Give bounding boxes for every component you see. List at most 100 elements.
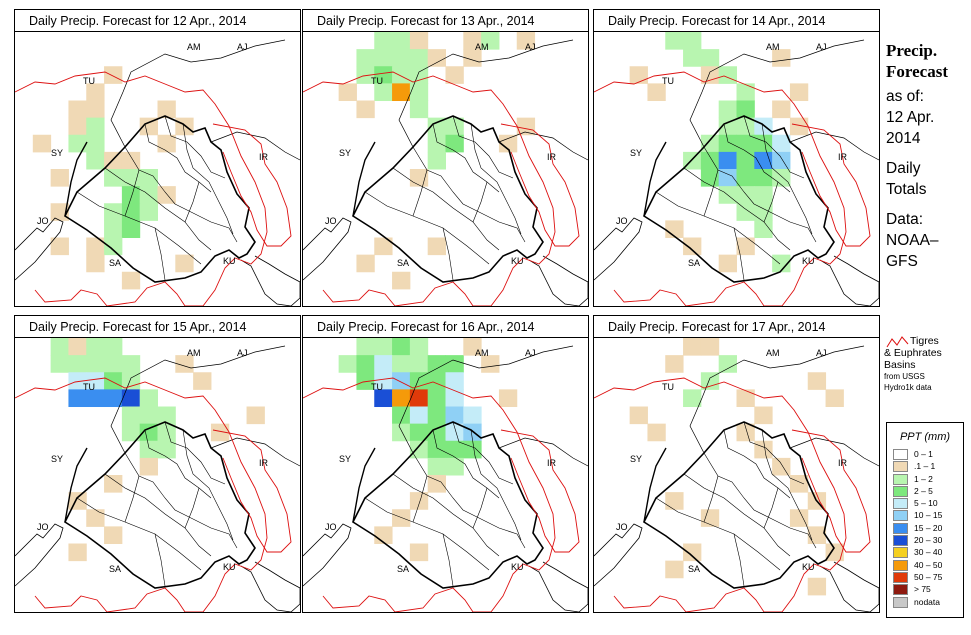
precip-cell (246, 406, 265, 425)
precip-cell (445, 117, 464, 136)
precip-cell (356, 372, 375, 390)
country-border (352, 447, 376, 523)
precip-cell (427, 49, 446, 67)
iraq-border (63, 115, 256, 283)
country-label: AJ (525, 348, 536, 358)
map-panel-day5[interactable]: Daily Precip. Forecast for 16 Apr., 2014… (302, 315, 589, 613)
precip-cell (736, 83, 755, 102)
map-panel-day2[interactable]: Daily Precip. Forecast for 13 Apr., 2014… (302, 9, 589, 307)
precip-cell (736, 389, 755, 408)
ppt-legend-item: 30 – 40 (887, 547, 963, 559)
precip-cell (683, 543, 702, 562)
precip-cell (665, 355, 684, 373)
precip-cell (409, 492, 429, 510)
precip-cell (157, 186, 176, 204)
basin-legend-line4: from USGS (884, 372, 925, 381)
precip-cell (736, 117, 755, 136)
precip-cell (139, 406, 158, 425)
precip-cell (427, 372, 446, 390)
province-boundary (124, 146, 238, 243)
country-border (689, 39, 865, 148)
precip-cell (392, 83, 411, 102)
country-label: SY (51, 454, 63, 464)
basin-outline (791, 123, 871, 247)
map-panel-day6[interactable]: Daily Precip. Forecast for 17 Apr., 2014… (593, 315, 880, 613)
precip-cell (104, 355, 123, 373)
precip-map[interactable]: AM AJ TU SY IR JO SA KU (15, 32, 300, 306)
basin-outline (500, 429, 580, 553)
precip-cell (409, 66, 429, 84)
country-border (110, 345, 286, 454)
precip-map[interactable]: AM AJ TU SY IR JO SA KU (594, 338, 879, 612)
precip-cell (807, 577, 827, 596)
precip-cell (789, 117, 809, 136)
province-boundary (763, 181, 779, 223)
country-label: SY (339, 148, 351, 158)
precip-map[interactable]: AM AJ TU SY IR JO SA KU (303, 32, 588, 306)
precip-cell (463, 32, 482, 50)
precip-cell (356, 49, 375, 67)
country-border (789, 437, 879, 467)
province-boundary (703, 452, 817, 549)
precip-cell (700, 169, 720, 187)
precip-cell (68, 134, 87, 153)
precip-cell (68, 543, 87, 562)
province-boundary (104, 167, 212, 251)
country-label: AM (766, 42, 780, 52)
precip-cell (50, 355, 69, 373)
precip-cell (121, 372, 141, 390)
precip-cell (463, 406, 482, 425)
map-panel-day3[interactable]: Daily Precip. Forecast for 14 Apr., 2014… (593, 9, 880, 307)
country-label: TU (83, 76, 95, 86)
map-panel-day1[interactable]: Daily Precip. Forecast for 12 Apr., 2014… (14, 9, 301, 307)
ppt-legend-item: > 75 (887, 584, 963, 596)
precip-cell (139, 389, 158, 408)
precip-cell (139, 169, 158, 187)
precip-cell (445, 134, 464, 153)
map-panel-day4[interactable]: Daily Precip. Forecast for 15 Apr., 2014… (14, 315, 301, 613)
precip-cell (157, 134, 176, 153)
precip-cell (683, 237, 702, 256)
ppt-swatch (893, 547, 908, 559)
country-border (498, 131, 588, 161)
precip-cell (86, 389, 105, 408)
precip-map[interactable]: AM AJ TU SY IR JO SA KU (594, 32, 879, 306)
ppt-swatch (893, 473, 908, 485)
precip-cell (772, 49, 791, 67)
precip-map[interactable]: AM AJ TU SY IR JO SA KU (303, 338, 588, 612)
precip-cell (754, 220, 773, 239)
country-label: AJ (816, 348, 827, 358)
precip-cell (629, 66, 648, 84)
precip-map[interactable]: AM AJ TU SY IR JO SA KU (15, 338, 300, 612)
precip-cell (700, 372, 720, 390)
precip-cell (32, 134, 52, 153)
precip-cell (427, 457, 446, 476)
precip-cell (139, 440, 158, 459)
province-boundary (452, 421, 514, 485)
basin-outline (212, 123, 292, 247)
precip-cell (736, 151, 755, 170)
country-label: TU (662, 76, 674, 86)
precip-cell (68, 372, 87, 390)
precip-cell (104, 169, 123, 187)
province-boundary (412, 146, 526, 243)
country-label: SA (397, 564, 409, 574)
ppt-label: 30 – 40 (914, 547, 943, 558)
precip-cell (683, 389, 702, 408)
precip-cell (338, 83, 357, 102)
province-boundary (470, 429, 522, 541)
precip-cell (665, 560, 684, 579)
basin-legend-line2: & Euphrates (884, 347, 942, 359)
basin-outline (303, 71, 556, 306)
sidebar-asof-label: as of: (886, 88, 924, 105)
precip-cell (392, 389, 411, 408)
precip-cell (356, 100, 375, 119)
precip-cell (427, 151, 446, 170)
ppt-legend-item: 50 – 75 (887, 571, 963, 584)
precip-cell (807, 526, 827, 545)
precip-cell (104, 203, 123, 221)
precip-cell (700, 338, 720, 356)
province-boundary (655, 497, 781, 571)
province-boundary (472, 181, 488, 223)
